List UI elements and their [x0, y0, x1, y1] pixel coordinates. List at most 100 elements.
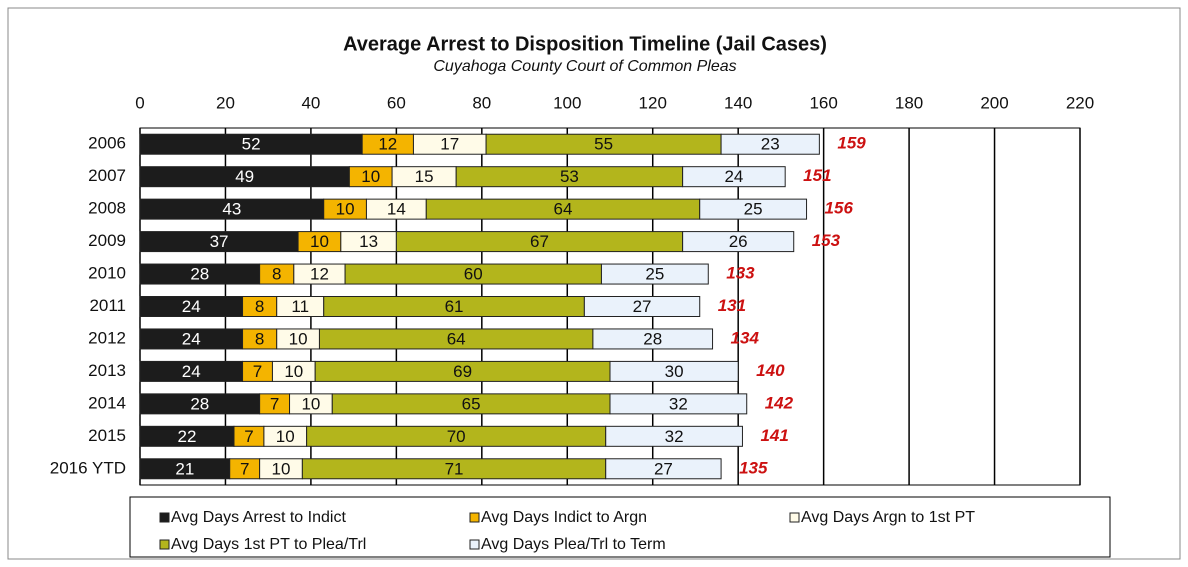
value-label: 32	[669, 394, 688, 413]
value-label: 10	[336, 200, 355, 219]
y-tick-label: 2011	[89, 296, 126, 315]
value-label: 69	[453, 362, 472, 381]
y-tick-label: 2009	[88, 231, 126, 250]
bar-segment	[609, 393, 748, 415]
x-tick-label: 60	[387, 93, 406, 112]
value-label: 52	[242, 135, 261, 154]
total-label: 151	[803, 166, 831, 185]
x-tick-label: 220	[1066, 93, 1094, 112]
legend-marker	[469, 539, 480, 550]
value-label: 10	[284, 362, 303, 381]
value-label: 28	[643, 329, 662, 348]
value-label: 10	[289, 329, 308, 348]
legend-label: Avg Days 1st PT to Plea/Trl	[171, 536, 366, 553]
x-tick-label: 40	[301, 93, 320, 112]
bar-segment	[592, 328, 714, 350]
value-label: 43	[222, 200, 241, 219]
x-tick-label: 160	[809, 93, 837, 112]
value-label: 10	[276, 427, 295, 446]
bar-segment	[583, 296, 701, 317]
value-label: 13	[359, 232, 378, 251]
legend-label: Avg Days Indict to Argn	[481, 509, 647, 526]
value-label: 26	[729, 232, 748, 251]
bar-segment	[682, 231, 795, 253]
bar-segment	[609, 360, 739, 382]
value-label: 53	[560, 167, 579, 186]
legend-label: Avg Days Arrest to Indict	[171, 509, 346, 526]
value-label: 10	[301, 394, 320, 413]
y-tick-label: 2012	[88, 328, 126, 347]
total-label: 131	[718, 296, 746, 315]
x-tick-label: 200	[980, 93, 1008, 112]
total-label: 134	[731, 328, 760, 347]
total-label: 141	[760, 426, 788, 445]
value-label: 10	[272, 459, 291, 478]
x-tick-label: 120	[639, 93, 667, 112]
value-label: 7	[253, 362, 262, 381]
x-tick-label: 180	[895, 93, 923, 112]
total-label: 159	[837, 134, 866, 153]
value-label: 25	[744, 200, 763, 219]
bar-segment	[605, 425, 743, 447]
legend-label: Avg Days Argn to 1st PT	[801, 509, 975, 526]
value-label: 37	[210, 232, 229, 251]
bar-segment	[600, 263, 709, 285]
y-tick-label: 2006	[88, 134, 126, 153]
value-label: 17	[440, 135, 459, 154]
value-label: 10	[361, 167, 380, 186]
value-label: 30	[665, 362, 684, 381]
value-label: 23	[761, 135, 780, 154]
total-label: 153	[812, 231, 841, 250]
value-label: 24	[724, 167, 743, 186]
total-label: 140	[756, 361, 785, 380]
legend-marker	[159, 512, 170, 523]
value-label: 24	[182, 362, 201, 381]
value-label: 60	[464, 265, 483, 284]
value-label: 24	[182, 297, 201, 316]
value-label: 14	[387, 200, 406, 219]
value-label: 11	[291, 297, 309, 316]
bar-segment	[682, 166, 786, 188]
total-label: 142	[765, 393, 794, 412]
bar-segment	[720, 133, 820, 155]
value-label: 10	[310, 232, 329, 251]
value-label: 7	[244, 427, 253, 446]
y-tick-label: 2013	[88, 361, 126, 380]
value-label: 67	[530, 232, 549, 251]
legend-marker	[159, 539, 170, 550]
y-tick-label: 2014	[88, 393, 126, 412]
total-label: 156	[825, 199, 854, 218]
value-label: 7	[240, 459, 249, 478]
value-label: 64	[554, 200, 573, 219]
value-label: 28	[190, 265, 209, 284]
y-tick-label: 2010	[88, 264, 126, 283]
value-label: 24	[182, 329, 201, 348]
value-label: 49	[235, 167, 254, 186]
x-tick-label: 140	[724, 93, 752, 112]
value-label: 71	[445, 459, 464, 478]
total-label: 135	[739, 458, 768, 477]
bar-segment	[605, 458, 722, 480]
value-label: 8	[255, 297, 264, 316]
legend-marker	[469, 512, 480, 523]
value-label: 32	[665, 427, 684, 446]
chart-subtitle: Cuyahoga County Court of Common Pleas	[433, 58, 736, 75]
value-label: 7	[270, 394, 279, 413]
value-label: 8	[272, 265, 281, 284]
legend-box	[129, 496, 1111, 558]
value-label: 12	[378, 135, 397, 154]
value-label: 15	[415, 167, 434, 186]
value-label: 64	[447, 329, 466, 348]
x-tick-label: 20	[216, 93, 235, 112]
value-label: 22	[178, 427, 197, 446]
value-label: 8	[255, 329, 264, 348]
value-label: 12	[310, 265, 329, 284]
value-label: 55	[594, 135, 613, 154]
value-label: 28	[190, 394, 209, 413]
bar-segment	[699, 198, 808, 220]
x-tick-label: 100	[553, 93, 581, 112]
y-tick-label: 2008	[88, 199, 126, 218]
value-label: 65	[462, 394, 481, 413]
y-tick-label: 2016 YTD	[50, 458, 126, 477]
